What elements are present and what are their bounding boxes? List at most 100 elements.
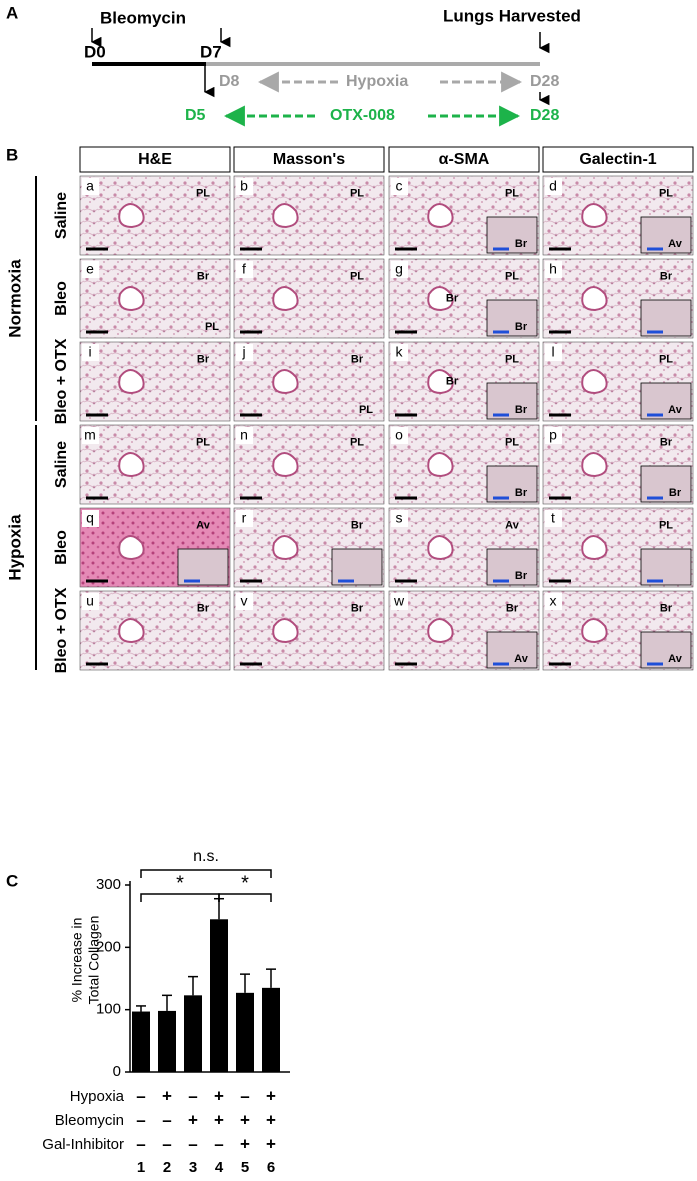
letter-box	[82, 261, 99, 278]
letter-box	[236, 510, 253, 527]
tissue-label: Br	[660, 602, 673, 614]
tissue-label: Br	[515, 321, 528, 333]
row-label: Bleo + OTX	[53, 338, 70, 424]
timeline-label: Hypoxia	[346, 73, 408, 90]
letter-box	[82, 593, 99, 610]
letter-box	[82, 178, 99, 195]
letter-box	[391, 510, 408, 527]
tissue-label: PL	[659, 353, 673, 365]
histology-image	[79, 424, 231, 505]
tissue-label: PL	[350, 436, 364, 448]
inset	[486, 631, 538, 669]
tissue-label: Br	[515, 487, 528, 499]
condition-label: Bleomycin	[55, 1112, 124, 1129]
bar	[262, 987, 280, 1072]
airway	[427, 618, 454, 644]
inset	[486, 465, 538, 503]
timeline-label: D7	[200, 42, 222, 61]
condition-sign: +	[214, 1086, 224, 1105]
row-label: Saline	[53, 441, 70, 488]
airway	[581, 535, 608, 561]
letter-box	[391, 427, 408, 444]
inset	[640, 216, 692, 254]
x-tick-label: 3	[189, 1159, 197, 1176]
significance-label: *	[176, 872, 184, 894]
condition-sign: +	[188, 1110, 198, 1129]
letter-box	[391, 178, 408, 195]
inset	[640, 631, 692, 669]
significance-label: n.s.	[193, 848, 219, 865]
condition-sign: –	[136, 1086, 145, 1105]
panel-letter: u	[86, 593, 94, 609]
tissue-label: PL	[196, 187, 210, 199]
bar	[184, 995, 202, 1072]
letter-box	[236, 178, 253, 195]
significance-label: *	[241, 872, 249, 894]
histology-image	[233, 590, 385, 671]
bar	[132, 1011, 150, 1072]
panel-letter: x	[550, 593, 557, 609]
airway	[118, 369, 145, 395]
histology-image	[79, 341, 231, 422]
tissue-label: PL	[505, 436, 519, 448]
letter-box	[82, 427, 99, 444]
tissue-label: Br	[515, 570, 528, 582]
inset	[640, 465, 692, 503]
airway	[581, 618, 608, 644]
tissue-label: Br	[197, 353, 210, 365]
tissue-label: Br	[446, 375, 459, 387]
tissue-label: PL	[359, 404, 373, 416]
panel-letter: b	[240, 178, 248, 194]
airway	[118, 203, 145, 229]
airway	[118, 618, 145, 644]
airway	[118, 286, 145, 312]
condition-sign: +	[162, 1086, 172, 1105]
row-label: Bleo + OTX	[53, 587, 70, 673]
condition-sign: +	[266, 1086, 276, 1105]
letter-box	[236, 261, 253, 278]
condition-sign: –	[136, 1110, 145, 1129]
condition-label: Gal-Inhibitor	[42, 1136, 124, 1153]
row-label: Bleo	[53, 281, 70, 316]
panel-letter: k	[396, 344, 404, 360]
airway	[272, 535, 299, 561]
airway	[427, 535, 454, 561]
airway	[427, 203, 454, 229]
panel-letter: d	[549, 178, 557, 194]
condition-sign: –	[162, 1110, 171, 1129]
tissue-label: Br	[446, 292, 459, 304]
histology-image	[79, 590, 231, 671]
tissue-label: Br	[515, 404, 528, 416]
letter-box	[236, 593, 253, 610]
column-header-box	[79, 146, 231, 173]
column-header: α-SMA	[439, 151, 490, 168]
tissue-label: Br	[660, 270, 673, 282]
tissue-label: Av	[196, 519, 211, 531]
column-header: Galectin-1	[579, 151, 656, 168]
group-label: Hypoxia	[5, 514, 24, 581]
bar	[210, 919, 228, 1072]
panel-letter: e	[86, 261, 94, 277]
panel-letter: c	[396, 178, 403, 194]
inset	[640, 382, 692, 420]
letter-box	[545, 510, 562, 527]
airway	[581, 203, 608, 229]
tissue-label: Br	[660, 436, 673, 448]
letter-box	[545, 178, 562, 195]
panel-letter: h	[549, 261, 557, 277]
airway	[118, 535, 145, 561]
y-tick-label: 300	[96, 876, 121, 893]
significance-bracket	[140, 893, 220, 902]
inset	[486, 548, 538, 586]
condition-sign: –	[162, 1134, 171, 1153]
panel-letter: n	[240, 427, 248, 443]
tissue-label: PL	[659, 187, 673, 199]
histology-image	[542, 341, 694, 422]
tissue-label: Br	[515, 238, 528, 250]
condition-label: Hypoxia	[70, 1088, 125, 1105]
letter-box	[391, 261, 408, 278]
tissue-label: Av	[514, 653, 529, 665]
condition-sign: –	[136, 1134, 145, 1153]
timeline-label: D8	[219, 73, 240, 90]
